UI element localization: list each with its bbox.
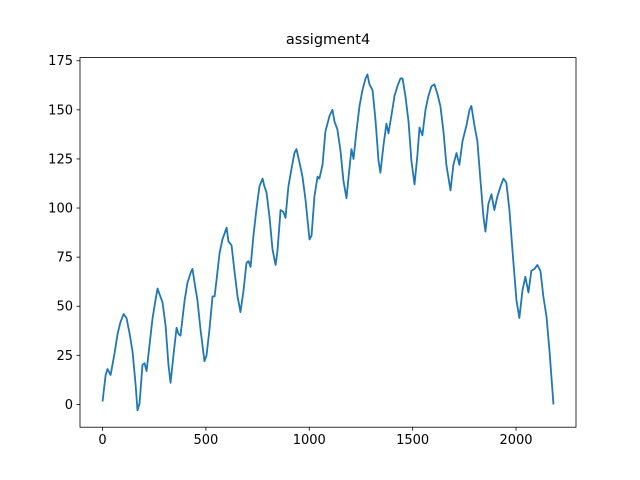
y-tick-label: 100 [48, 202, 73, 217]
x-tick-label: 500 [193, 433, 218, 448]
data-line [101, 73, 555, 412]
y-tick-label: 0 [65, 398, 73, 413]
plot-frame [79, 57, 577, 428]
y-tick-label: 150 [48, 103, 73, 118]
y-tick-label: 175 [48, 54, 73, 69]
x-tick-label: 2000 [499, 433, 532, 448]
y-tick-label: 25 [56, 349, 73, 364]
y-tick-label: 75 [56, 251, 73, 266]
x-tick-label: 1000 [293, 433, 326, 448]
x-tick-label: 0 [98, 433, 106, 448]
y-tick-label: 125 [48, 152, 73, 167]
x-tick-label: 1500 [396, 433, 429, 448]
chart-title: assigment4 [286, 32, 370, 48]
y-tick-label: 50 [56, 300, 73, 315]
